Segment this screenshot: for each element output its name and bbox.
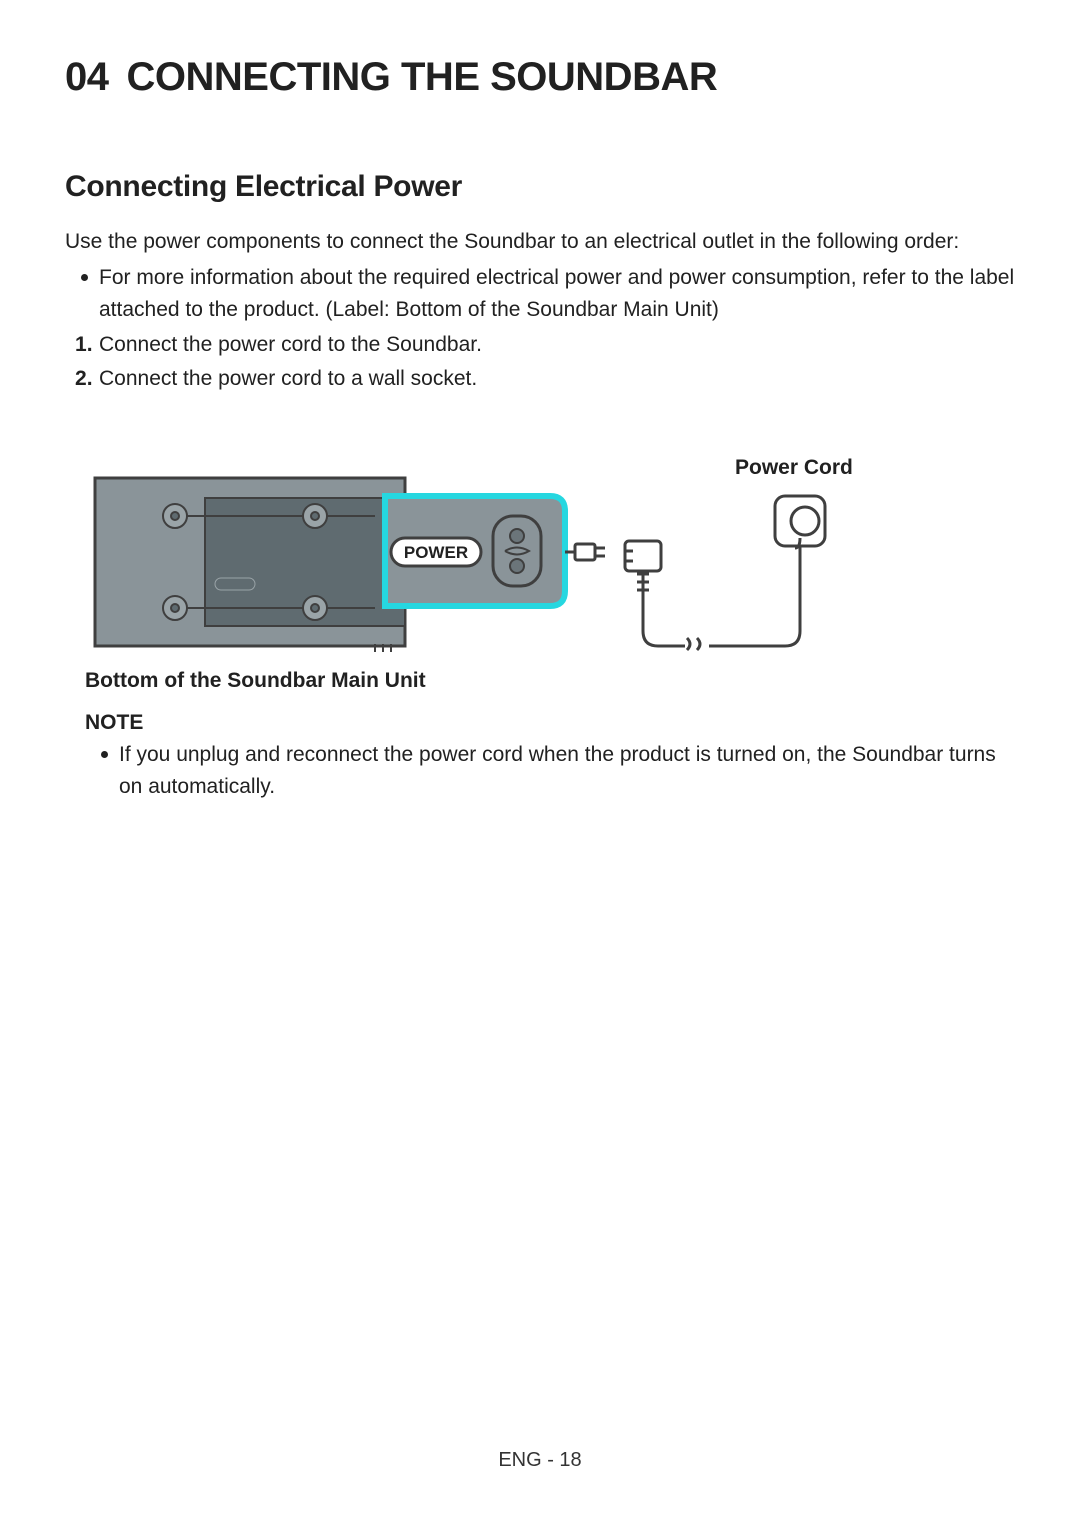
power-label-text: POWER <box>404 543 468 562</box>
intro-text: Use the power components to connect the … <box>65 226 1015 258</box>
note-item: If you unplug and reconnect the power co… <box>119 739 1015 804</box>
page-footer: ENG - 18 <box>0 1449 1080 1472</box>
note-label: NOTE <box>85 711 1015 735</box>
note-list: If you unplug and reconnect the power co… <box>65 739 1015 804</box>
info-bullets: For more information about the required … <box>65 262 1015 327</box>
power-diagram: Power Cord <box>85 456 885 686</box>
steps-list: Connect the power cord to the Soundbar. … <box>65 329 1015 396</box>
step-item: Connect the power cord to the Soundbar. <box>99 329 1015 362</box>
info-bullet-item: For more information about the required … <box>99 262 1015 327</box>
chapter-title-text: CONNECTING THE SOUNDBAR <box>127 55 718 99</box>
bottom-caption: Bottom of the Soundbar Main Unit <box>85 669 885 693</box>
chapter-number: 04 <box>65 55 109 99</box>
section-title: Connecting Electrical Power <box>65 170 1015 204</box>
powercord-caption: Power Cord <box>735 456 853 480</box>
chapter-title: 04 CONNECTING THE SOUNDBAR <box>65 55 1015 100</box>
diagram-svg: POWER <box>85 456 885 656</box>
step-item: Connect the power cord to a wall socket. <box>99 363 1015 396</box>
